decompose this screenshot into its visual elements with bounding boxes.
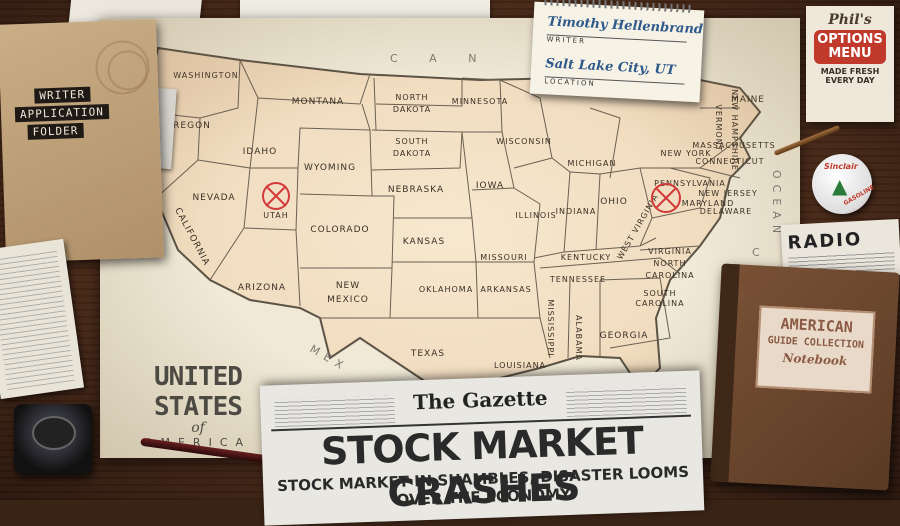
options-menu-badge-line2: MENU: [828, 46, 872, 61]
state-label: INDIANA: [556, 207, 597, 216]
american-guide-notebook[interactable]: AMERICAN GUIDE COLLECTION Notebook: [710, 263, 900, 491]
state-label: VIRGINIA: [648, 247, 692, 256]
state-label: KANSAS: [403, 237, 445, 247]
state-label: SOUTH: [643, 289, 676, 298]
state-label: LOUISIANA: [494, 361, 546, 370]
state-label: DELAWARE: [700, 207, 752, 216]
notebook-title-line2: GUIDE COLLECTION: [767, 335, 865, 352]
writer-name: Timothy Hellenbrand: [547, 14, 704, 38]
folder-label: WRITER APPLICATION FOLDER: [14, 83, 110, 143]
writer-info-card[interactable]: Timothy Hellenbrand WRITER Salt Lake Cit…: [529, 0, 705, 103]
state-label: CAROLINA: [645, 271, 694, 280]
state-label: DAKOTA: [393, 105, 431, 114]
state-label: IDAHO: [243, 147, 277, 157]
state-label: KENTUCKY: [561, 253, 611, 262]
pennsylvania-x-mark: [655, 187, 677, 209]
state-label: NEBRASKA: [388, 185, 444, 195]
state-label: WASHINGTON: [173, 71, 238, 80]
inkwell: [14, 404, 92, 474]
radio-title: RADIO: [787, 228, 863, 254]
folder-label-line: APPLICATION: [14, 104, 110, 123]
sinclair-brand: Sinclair: [824, 162, 858, 171]
utah-mark[interactable]: [262, 182, 290, 210]
sinclair-gasoline-pin[interactable]: Sinclair ▲ GASOLINE: [812, 154, 876, 214]
notebook-title-line1: AMERICAN: [780, 314, 854, 337]
atlantic-ocean-label: OCEAN: [770, 170, 783, 240]
options-menu-owner: Phil's: [828, 12, 872, 28]
state-label: ALABAMA: [574, 315, 583, 361]
atlantic-ocean-letter: C: [752, 246, 774, 259]
folder-label-line: FOLDER: [27, 122, 84, 140]
state-labels: WASHINGTON OREGON CALIFORNIA IDAHO NEVAD…: [165, 71, 775, 370]
map-title: UNITED STATES of AMERICA: [108, 362, 288, 449]
state-label: DAKOTA: [393, 149, 431, 158]
state-label: TENNESSEE: [549, 275, 606, 284]
state-label: GEORGIA: [600, 331, 649, 341]
state-label: NEW: [336, 281, 360, 291]
state-label: ARIZONA: [238, 283, 286, 293]
state-label: MONTANA: [292, 97, 344, 107]
state-label: NEVADA: [192, 193, 235, 203]
state-label: NORTH: [653, 259, 686, 268]
options-menu-badge-line1: OPTIONS: [817, 32, 883, 47]
state-label: VERMONT: [714, 104, 723, 151]
canada-label: C A N: [390, 52, 491, 65]
state-label: MISSOURI: [480, 253, 528, 262]
pennsylvania-circle-mark: [651, 183, 681, 213]
state-label: WYOMING: [304, 163, 356, 173]
pennsylvania-mark[interactable]: [651, 183, 681, 213]
map-title-of: of: [191, 420, 205, 436]
state-label: ARKANSAS: [480, 285, 531, 294]
state-label: NORTH: [395, 93, 428, 102]
state-label: CONNECTICUT: [695, 157, 764, 166]
notebook-label-plate: AMERICAN GUIDE COLLECTION Notebook: [755, 305, 876, 394]
loose-paper-top: [240, 0, 490, 20]
state-label: PENNSYLVANIA: [654, 179, 726, 188]
utah-circle-mark: [262, 182, 290, 210]
location-caption: LOCATION: [544, 76, 685, 93]
writer-application-folder[interactable]: WRITER APPLICATION FOLDER: [0, 19, 165, 263]
state-label: NEW JERSEY: [698, 189, 757, 198]
state-label: CAROLINA: [635, 299, 684, 308]
writer-location: Salt Lake City, UT: [544, 56, 676, 79]
gazette-newspaper[interactable]: The Gazette STOCK MARKET CRASHES STOCK M…: [259, 370, 705, 526]
notebook-title-line3: Notebook: [782, 350, 848, 369]
utah-x-mark: [265, 185, 287, 207]
state-label: MASSACHUSETTS: [692, 141, 775, 150]
state-label: MEXICO: [327, 295, 369, 305]
state-label: MARYLAND: [682, 199, 735, 208]
options-menu-tagline-line1: MADE FRESH: [820, 67, 880, 76]
state-label: ILLINOIS: [515, 211, 556, 220]
state-label: MICHIGAN: [568, 159, 617, 168]
state-label: OREGON: [165, 121, 211, 131]
state-label: WISCONSIN: [496, 137, 552, 146]
dinosaur-icon: ▲: [832, 174, 848, 198]
state-label: MINNESOTA: [452, 97, 508, 106]
options-menu-button[interactable]: Phil's OPTIONS MENU MADE FRESH EVERY DAY: [806, 6, 894, 122]
state-label: NEW HAMPSHIRE: [730, 89, 739, 171]
options-menu-badge: OPTIONS MENU: [814, 30, 886, 64]
state-label: COLORADO: [310, 225, 369, 235]
state-label: SOUTH: [395, 137, 428, 146]
writer-caption: WRITER: [546, 34, 687, 51]
state-label: IOWA: [476, 181, 504, 191]
state-borders: [154, 59, 741, 359]
state-label: OKLAHOMA: [419, 285, 473, 294]
state-label: TEXAS: [410, 349, 445, 359]
state-label: OHIO: [600, 197, 628, 207]
state-label: MISSISSIPPI: [546, 299, 555, 356]
folder-label-line: WRITER: [34, 86, 91, 104]
options-menu-tagline-line2: EVERY DAY: [825, 76, 875, 85]
state-label: UTAH: [263, 211, 289, 220]
map-title-line1: UNITED STATES: [154, 362, 243, 422]
options-menu-tagline: MADE FRESH EVERY DAY: [806, 67, 894, 85]
state-label: NEW YORK: [660, 149, 711, 158]
state-label: MAINE: [731, 95, 765, 105]
